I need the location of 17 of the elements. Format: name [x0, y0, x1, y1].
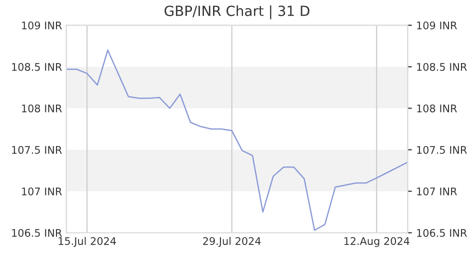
y2-tick-label: 108 INR: [22, 104, 62, 112]
line-series: [66, 50, 408, 231]
x-tick-label: 29.Jul 2024: [203, 236, 261, 247]
chart-title: GBP/INR Chart | 31 D: [164, 5, 310, 20]
y2-tick-label: 107.5 INR: [12, 146, 62, 154]
y2-tick-label: 108.5 INR: [12, 62, 62, 71]
y-tick-label: 109 INR: [417, 21, 457, 30]
x-tick-label: 15.Jul 2024: [58, 236, 116, 247]
y-tick-label: 108.5 INR: [417, 62, 467, 71]
y2-tick-label: 106.5 INR: [12, 228, 62, 237]
y-tick-label: 108 INR: [417, 104, 457, 112]
y2-tick-label: 109 INR: [22, 21, 62, 30]
y-tick-label: 106.5 INR: [417, 228, 467, 237]
y-tick-label: 107 INR: [417, 187, 457, 196]
y-tick-label: 107.5 INR: [417, 146, 467, 154]
x-tick-label: 12.Aug 2024: [344, 237, 410, 247]
y2-tick-label: 107 INR: [22, 187, 62, 196]
